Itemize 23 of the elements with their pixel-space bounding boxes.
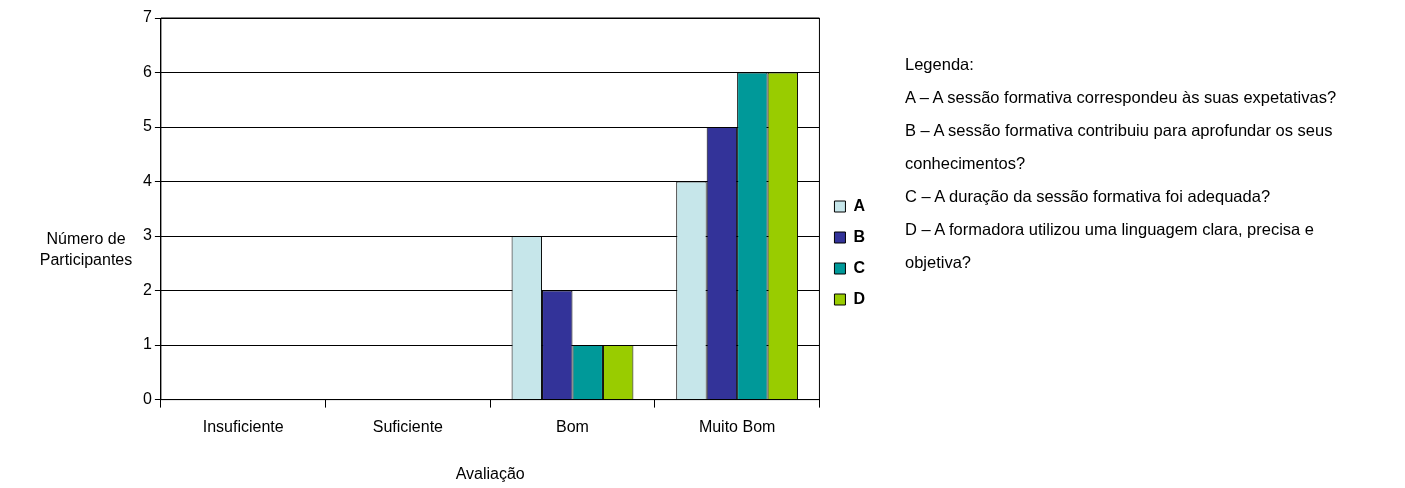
text: D – A formadora utilizou uma linguagem clara, precisa e objetiva? (905, 219, 1316, 273)
legend-label: C (853, 258, 866, 276)
x-tick-label: Suficiente (372, 417, 444, 435)
legend-label: B (853, 227, 866, 245)
y-tick-label: 5 (142, 117, 152, 135)
x-axis-title: Avaliação (455, 464, 525, 482)
text: B – A sessão formativa contribuiu para aprofundar os seus conhecimentos? (905, 120, 1334, 174)
x-tick-label: Insuficiente (202, 417, 284, 435)
x-tick-label: Bom (556, 417, 589, 435)
y-axis-title: Número de Participantes (39, 230, 133, 268)
text: Legenda: (905, 54, 975, 75)
text: C – A duração da sessão formativa foi adequada? (905, 186, 1272, 207)
x-tick-label: Muito Bom (698, 417, 776, 435)
legend-label: A (853, 196, 866, 214)
y-tick-label: 2 (142, 280, 152, 298)
y-tick-label: 7 (142, 8, 152, 26)
y-tick-label: 1 (142, 335, 152, 353)
y-tick-label: 4 (142, 171, 152, 189)
text: A – A sessão formativa correspondeu às suas expetativas? (905, 87, 1338, 108)
y-tick-label: 0 (142, 390, 152, 408)
legend-label: D (853, 289, 866, 307)
y-tick-label: 6 (142, 62, 152, 80)
y-tick-label: 3 (142, 226, 152, 244)
